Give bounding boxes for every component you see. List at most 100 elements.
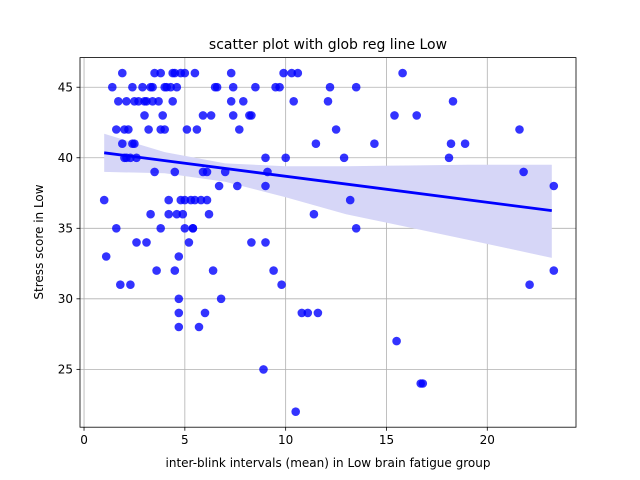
data-point (228, 82, 238, 92)
data-point (247, 238, 256, 247)
data-point (156, 224, 165, 233)
data-point (182, 125, 192, 134)
x-axis-ticks: 0 5 10 15 20 (80, 427, 495, 447)
y-axis-ticks: 25 30 35 40 45 (58, 80, 80, 377)
data-point (269, 266, 278, 275)
data-point (166, 82, 175, 92)
data-point (515, 125, 524, 134)
data-point (144, 125, 153, 134)
data-point (519, 167, 528, 177)
data-point (206, 111, 216, 120)
data-point (190, 195, 200, 205)
data-point (204, 209, 214, 219)
data-point (261, 153, 270, 163)
data-point (200, 308, 210, 318)
data-point (392, 336, 401, 346)
data-point (180, 68, 190, 78)
data-point (148, 97, 157, 106)
data-point (128, 82, 137, 92)
data-point (212, 82, 222, 92)
data-point (174, 308, 184, 318)
data-point (309, 209, 319, 219)
data-point (261, 238, 270, 247)
data-point (303, 308, 313, 318)
data-point (226, 68, 236, 78)
data-point (549, 266, 559, 275)
regression-line-layer (104, 151, 552, 213)
data-point (198, 111, 208, 120)
data-point (323, 97, 333, 106)
data-point (174, 252, 184, 261)
data-point (152, 266, 161, 275)
data-point (289, 97, 299, 106)
data-point (216, 294, 226, 304)
data-point (297, 308, 307, 318)
data-point (160, 125, 169, 134)
data-point (291, 407, 301, 417)
data-point (150, 68, 159, 78)
data-point (311, 139, 321, 148)
data-point (112, 125, 121, 134)
data-point (351, 82, 361, 92)
data-point (142, 97, 151, 106)
data-point (184, 238, 194, 247)
x-tick-label: 20 (480, 433, 495, 447)
data-point (261, 181, 270, 191)
chart-title: scatter plot with glob reg line Low (209, 37, 447, 53)
data-point (194, 322, 204, 332)
data-point (118, 139, 127, 148)
data-point (228, 111, 238, 120)
data-point (202, 167, 212, 177)
y-axis-title: Stress score in Low (32, 184, 46, 299)
data-point (138, 82, 147, 92)
data-point (164, 209, 173, 219)
data-point (279, 68, 288, 78)
y-tick-label: 30 (58, 292, 73, 306)
data-point (398, 68, 407, 78)
data-point (251, 82, 260, 92)
data-point (142, 238, 151, 247)
data-point (331, 125, 341, 134)
data-point (122, 97, 131, 106)
data-point (233, 181, 242, 191)
data-point (235, 125, 244, 134)
data-point (281, 153, 291, 163)
data-point (345, 195, 355, 205)
data-point (313, 308, 323, 318)
data-point (101, 252, 111, 261)
y-tick-label: 35 (58, 221, 73, 235)
data-point (130, 139, 139, 148)
x-tick-label: 10 (278, 433, 293, 447)
data-point (214, 181, 224, 191)
data-point (148, 82, 157, 92)
data-point (390, 111, 399, 120)
data-point (132, 238, 141, 247)
data-point (196, 195, 206, 205)
data-point (180, 224, 190, 233)
data-point (116, 280, 125, 290)
data-point (370, 139, 379, 148)
data-point (444, 153, 454, 163)
data-point (325, 82, 335, 92)
data-point (154, 97, 163, 106)
data-point (448, 97, 458, 106)
data-point (172, 209, 182, 219)
data-point (140, 111, 149, 120)
data-point (277, 280, 286, 290)
regression-line (104, 151, 552, 213)
data-point (172, 82, 182, 92)
y-tick-label: 25 (58, 363, 73, 377)
data-point (446, 139, 456, 148)
data-point (293, 68, 303, 78)
data-point (351, 224, 361, 233)
data-point (190, 68, 200, 78)
confidence-band-layer (104, 133, 552, 258)
data-point (108, 82, 117, 92)
data-point (188, 224, 198, 233)
data-point (156, 68, 165, 78)
data-point (170, 167, 180, 177)
data-point (287, 68, 297, 78)
data-point (114, 97, 123, 106)
data-point (192, 125, 202, 134)
data-point (178, 209, 188, 219)
